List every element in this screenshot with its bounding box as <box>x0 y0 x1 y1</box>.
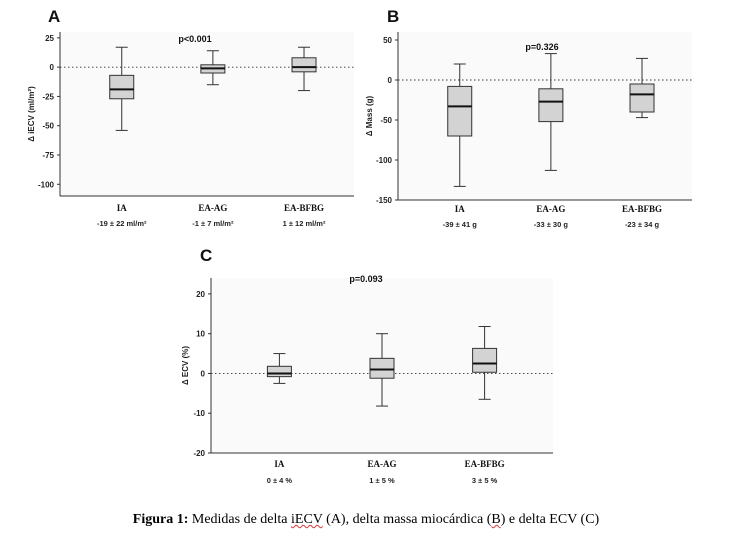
y-tick-label: 0 <box>50 63 55 72</box>
p-value: p=0.326 <box>525 42 558 52</box>
category-label: EA-BFBG <box>622 204 662 214</box>
panel-letter: C <box>200 246 212 265</box>
caption-part-2: (A), delta massa miocárdica ( <box>322 512 492 527</box>
y-tick-label: 0 <box>388 76 393 85</box>
y-tick-label: -10 <box>193 409 205 418</box>
y-tick-label: 50 <box>383 36 392 45</box>
y-tick-label: -100 <box>38 180 55 189</box>
stats-label: -23 ± 34 g <box>625 220 660 229</box>
category-label: EA-AG <box>198 203 227 213</box>
category-label: EA-BFBG <box>465 459 505 469</box>
stats-label: 1 ± 12 ml/m² <box>283 219 326 228</box>
y-axis-label: Δ Mass (g) <box>365 95 374 136</box>
y-tick-label: -100 <box>376 156 393 165</box>
box-iqr <box>266 365 292 378</box>
box-iqr <box>291 57 317 73</box>
panel-b: 50 0 -50 -100 -150 Δ Mass (g) Bp=0.326 IA -39 ± … <box>365 7 692 229</box>
y-axis-label: Δ ECV (%) <box>181 346 190 385</box>
plot-area <box>60 32 354 196</box>
caption-term-b: B <box>491 512 501 527</box>
stats-label: 3 ± 5 % <box>472 476 498 485</box>
caption-term-iecv: iECV <box>291 512 323 527</box>
box-iqr <box>538 88 564 123</box>
panel-a: 25 0 -25 -50 -75 -100 Δ iECV (ml/m²) Ap<0.001 IA… <box>27 7 354 228</box>
y-tick-label: 10 <box>196 330 205 339</box>
stats-label: -19 ± 22 ml/m² <box>97 219 147 228</box>
category-label: IA <box>455 204 466 214</box>
y-tick-label: -150 <box>376 196 393 205</box>
stats-label: -33 ± 30 g <box>534 220 569 229</box>
stats-label: -39 ± 41 g <box>443 220 478 229</box>
category-label: IA <box>274 459 285 469</box>
category-label: EA-BFBG <box>284 203 324 213</box>
y-tick-label: -50 <box>380 116 392 125</box>
y-tick-label: -20 <box>193 449 205 458</box>
p-value: p<0.001 <box>178 34 211 44</box>
stats-label: 0 ± 4 % <box>267 476 293 485</box>
p-value: p=0.093 <box>349 274 382 284</box>
y-axis-label: Δ iECV (ml/m²) <box>27 86 36 142</box>
panel-letter: B <box>387 7 399 26</box>
y-tick-label: 0 <box>201 369 206 378</box>
panel-c: 20 10 0 -10 -20 Δ ECV (%) Cp=0.093 IA 0 ± 4 % EA-… <box>181 246 553 485</box>
stats-label: -1 ± 7 ml/m² <box>192 219 234 228</box>
panel-letter: A <box>48 7 60 26</box>
figure-caption: Figura 1: Medidas de delta iECV (A), del… <box>0 512 732 528</box>
category-label: EA-AG <box>536 204 565 214</box>
y-tick-label: -75 <box>42 151 54 160</box>
y-tick-label: -25 <box>42 92 54 101</box>
y-tick-label: 20 <box>196 290 205 299</box>
box-iqr <box>447 85 473 137</box>
category-label: EA-AG <box>368 459 397 469</box>
caption-prefix: Figura 1: <box>132 512 189 527</box>
y-tick-label: -50 <box>42 122 54 131</box>
category-label: IA <box>117 203 128 213</box>
box-iqr <box>369 357 395 379</box>
caption-part-3: ) e delta ECV (C) <box>500 512 600 527</box>
box-iqr <box>109 74 135 100</box>
box-iqr <box>629 83 655 113</box>
stats-label: 1 ± 5 % <box>369 476 395 485</box>
y-tick-label: 25 <box>45 34 54 43</box>
caption-part-1: Medidas de delta <box>188 512 292 527</box>
box-iqr <box>472 347 498 373</box>
